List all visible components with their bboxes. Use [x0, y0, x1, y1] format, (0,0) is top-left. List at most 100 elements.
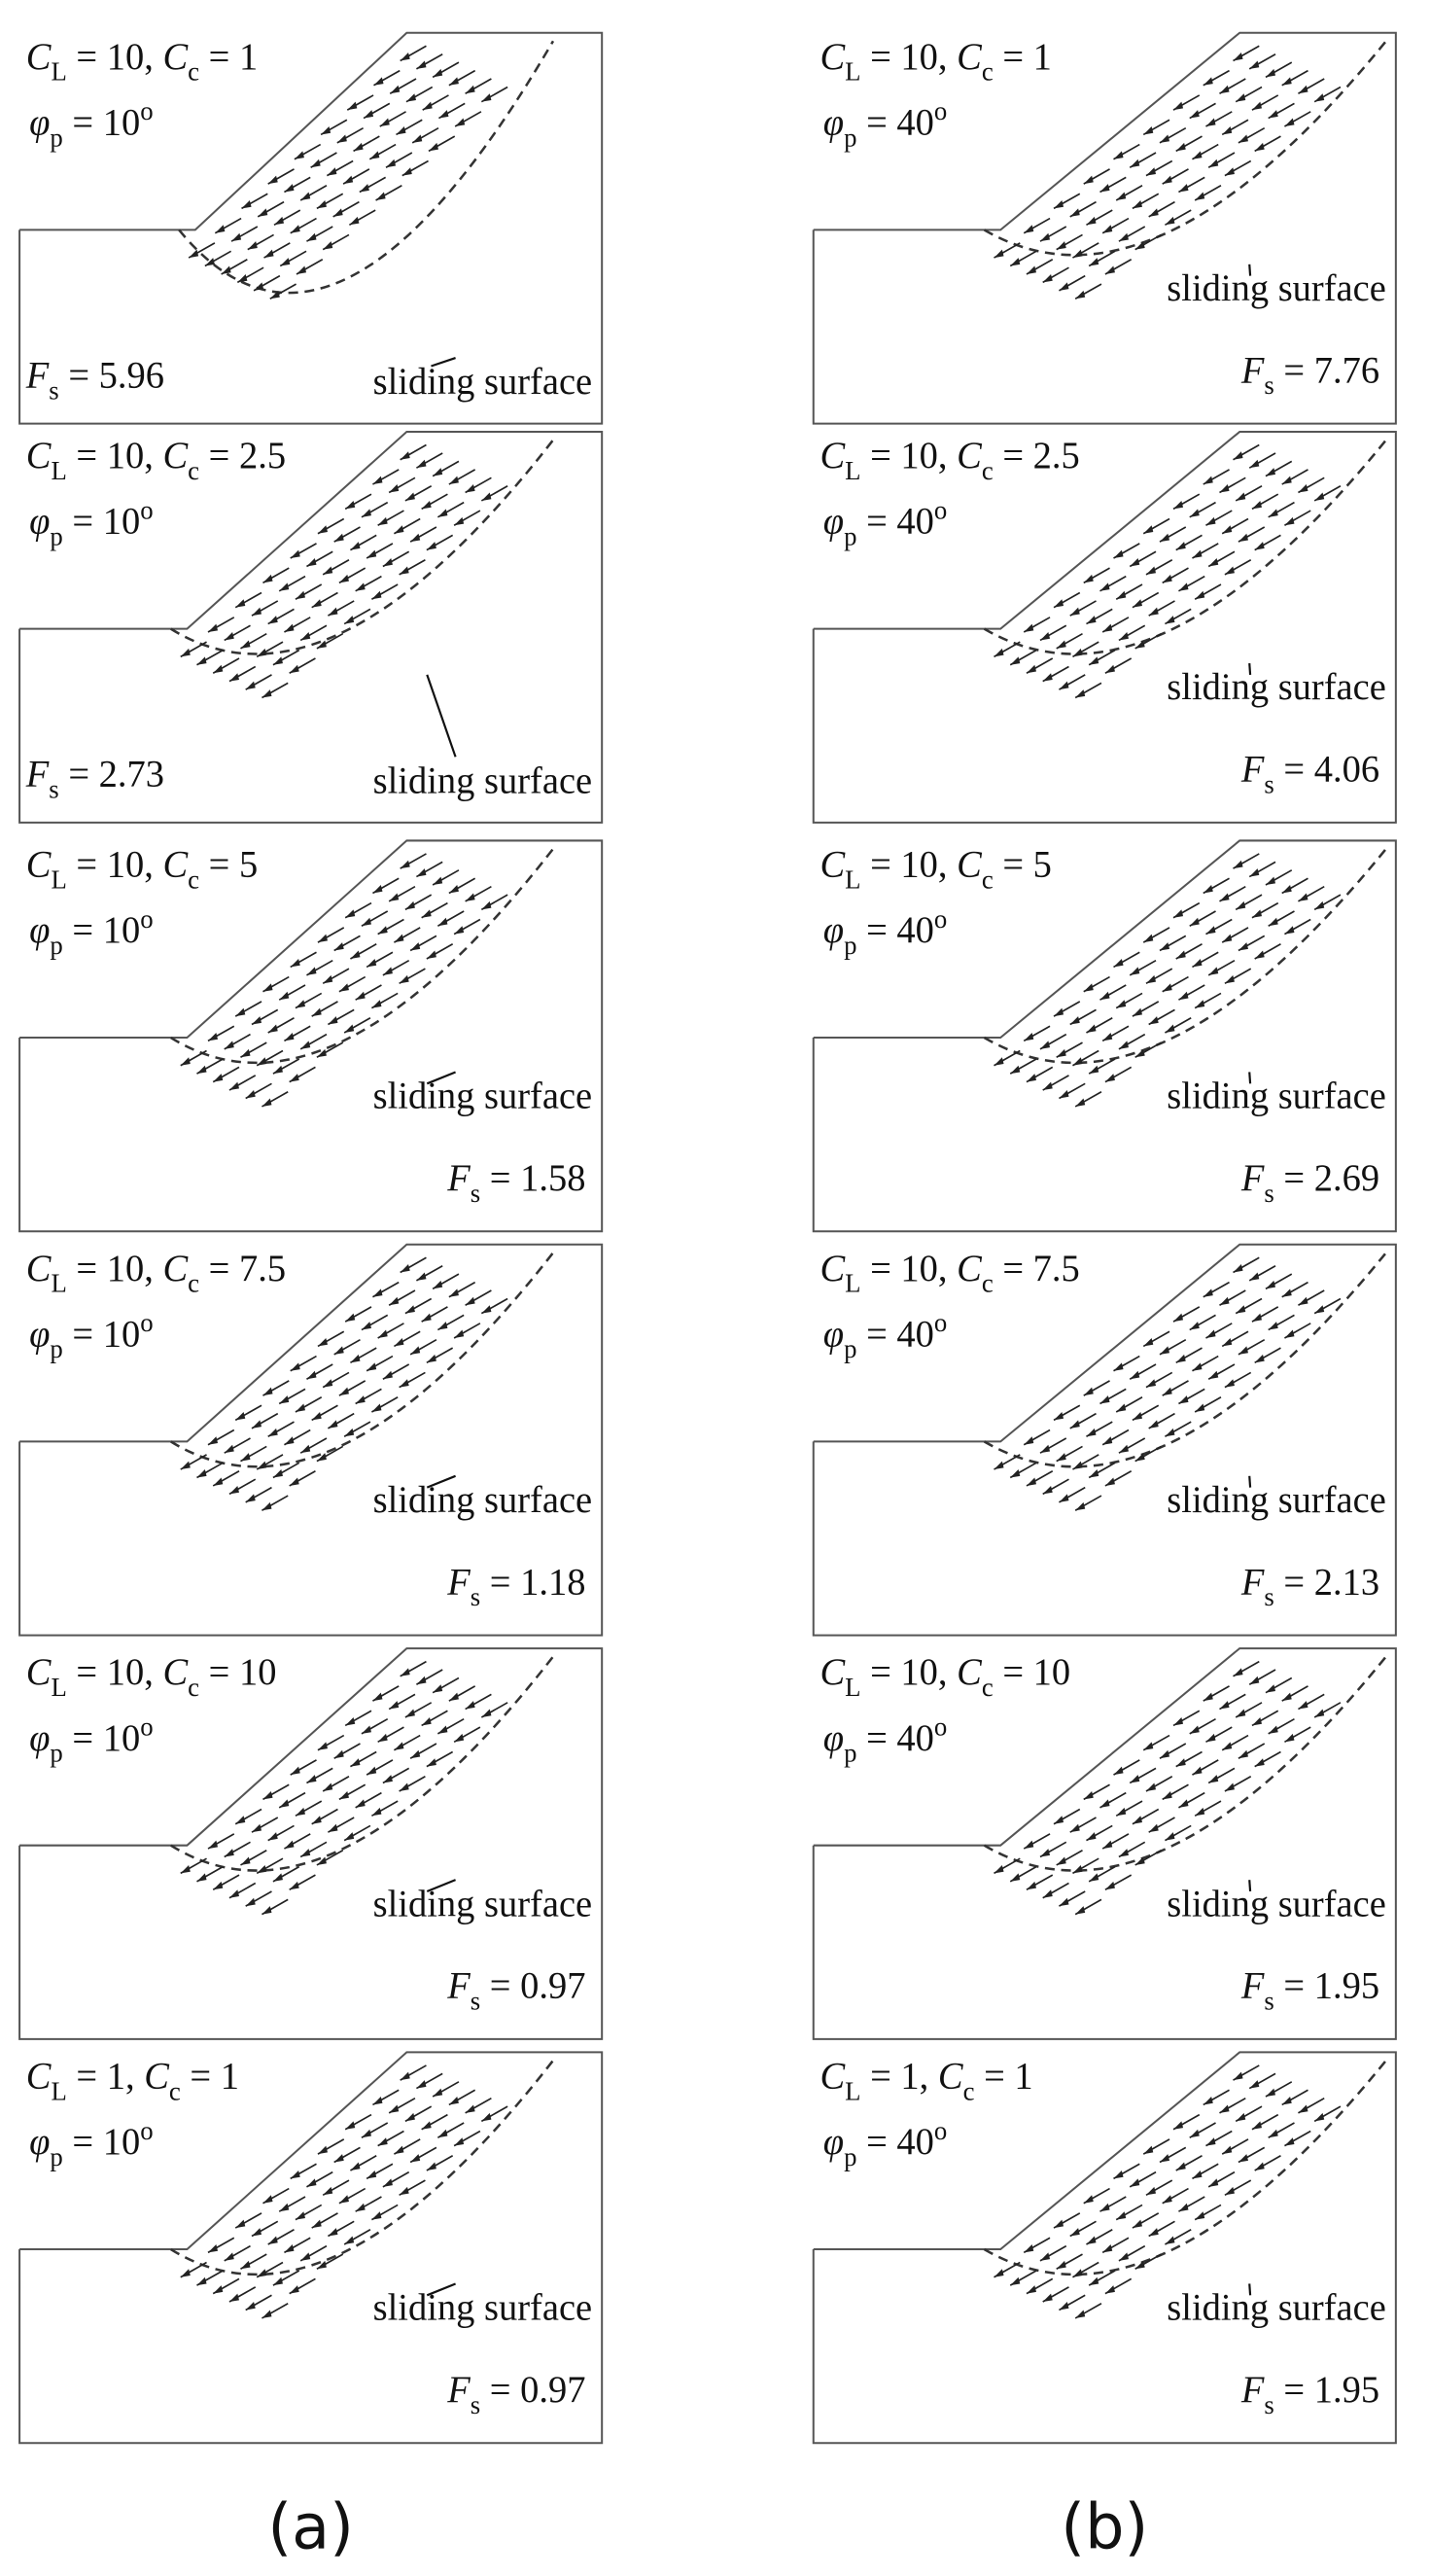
arrow-head — [416, 2080, 427, 2089]
arrow-head — [1104, 664, 1115, 674]
arrow-head — [1238, 533, 1248, 543]
arrow-head — [254, 282, 264, 291]
arrow-head — [1238, 134, 1248, 143]
arrow-head — [1042, 673, 1053, 682]
formula-part: = 1 — [199, 37, 258, 78]
arrow-head — [1192, 1766, 1203, 1776]
arrow-head — [284, 1436, 295, 1445]
arrow-head — [389, 1701, 400, 1710]
arrow-head — [421, 909, 432, 918]
arrow-head — [231, 232, 242, 242]
formula-part: = 0.97 — [480, 1966, 585, 2007]
arrow-head — [306, 1775, 317, 1783]
sliding-surface-curve — [983, 1655, 1387, 1872]
arrow-head — [1042, 1485, 1053, 1495]
formula-part: φ — [29, 1314, 50, 1355]
arrow-head — [1134, 1048, 1145, 1058]
arrow-head — [328, 1420, 338, 1429]
arrow-head — [404, 1305, 415, 1314]
arrow-head — [1159, 1346, 1170, 1355]
arrow-head — [1039, 2252, 1051, 2261]
arrow-head — [421, 2121, 432, 2130]
arrow-head — [371, 1807, 382, 1817]
label-arrow — [426, 1474, 456, 1489]
arrow-head — [400, 53, 410, 61]
arrow-head — [1268, 917, 1278, 927]
arrow-head — [1069, 2228, 1080, 2237]
arrow-head — [1026, 265, 1037, 274]
arrow-head — [1173, 1313, 1184, 1323]
arrow-head — [421, 1717, 432, 1726]
arrow-head — [306, 967, 317, 975]
arrow-head — [267, 1024, 278, 1033]
formula-part: o — [934, 96, 947, 125]
arrow-head — [1192, 151, 1203, 159]
arrow-head — [1222, 1337, 1233, 1347]
arrow-head — [1130, 558, 1140, 567]
arrow-head — [1249, 60, 1260, 69]
sliding-surface-curve — [983, 439, 1387, 655]
arrow-head — [433, 468, 443, 476]
arrow-head — [1298, 1296, 1308, 1306]
formula-part: s — [49, 774, 58, 803]
arrow-head — [1298, 2104, 1308, 2113]
arrow-head — [366, 1766, 377, 1776]
formula-part: p — [50, 1738, 62, 1767]
arrow-head — [1298, 1701, 1308, 1710]
slope-outline — [812, 1647, 1397, 2040]
arrow-head — [421, 500, 432, 510]
arrow-head — [306, 232, 317, 242]
arrow-head — [1208, 558, 1219, 567]
arrow-head — [465, 1701, 475, 1710]
arrow-head — [1268, 509, 1278, 517]
arrow-head — [1236, 900, 1246, 910]
arrow-head — [361, 917, 371, 927]
arrow-head — [1116, 192, 1127, 200]
arrow-head — [300, 1444, 311, 1454]
arrow-head — [1162, 1387, 1172, 1396]
arrow-head — [1086, 616, 1097, 624]
arrow-head — [284, 623, 295, 633]
arrow-head — [1236, 1305, 1246, 1314]
arrow-head — [332, 208, 343, 217]
panel — [812, 1647, 1397, 2040]
arrow-head — [353, 142, 364, 152]
formula-part: C — [957, 1652, 983, 1693]
arrow-head — [1251, 909, 1263, 918]
arrow-head — [272, 2276, 283, 2286]
formula-part: C — [820, 1652, 846, 1693]
arrow-head — [333, 2154, 344, 2163]
arrow-head — [377, 1733, 388, 1743]
panel — [18, 31, 604, 425]
formula-part: C — [26, 436, 52, 476]
formula-part: = 40 — [856, 910, 933, 951]
arrow-head — [372, 476, 383, 485]
arrow-head — [1075, 2310, 1086, 2318]
arrow-head — [1254, 1758, 1265, 1767]
formula-part: F — [25, 755, 50, 795]
formula-part: = 0.97 — [480, 2370, 585, 2411]
arrow-head — [328, 2228, 338, 2237]
arrow-head — [1083, 2195, 1094, 2204]
arrow-head — [1130, 2178, 1140, 2187]
sliding-surface-label: sliding surface — [373, 760, 593, 801]
arrow-head — [350, 950, 361, 959]
arrow-head — [1165, 616, 1175, 624]
arrow-head — [1069, 1823, 1080, 1833]
arrow-head — [1083, 1790, 1094, 1800]
arrow-head — [1132, 1411, 1143, 1421]
formula: φp = 10o — [29, 1711, 153, 1767]
arrow-head — [1148, 607, 1159, 617]
arrow-head — [344, 616, 355, 624]
arrow-head — [386, 159, 397, 168]
arrow-head — [1099, 991, 1110, 1001]
arrow-head — [235, 1411, 246, 1421]
formula-part: φ — [29, 2122, 50, 2163]
arrow-head — [306, 2178, 317, 2187]
formula-part: o — [934, 495, 947, 524]
sliding-surface-label: sliding surface — [373, 1480, 593, 1521]
arrow-head — [373, 77, 384, 86]
arrow-head — [1145, 2186, 1157, 2196]
arrow-head — [295, 1807, 305, 1817]
arrow-head — [257, 1864, 267, 1874]
